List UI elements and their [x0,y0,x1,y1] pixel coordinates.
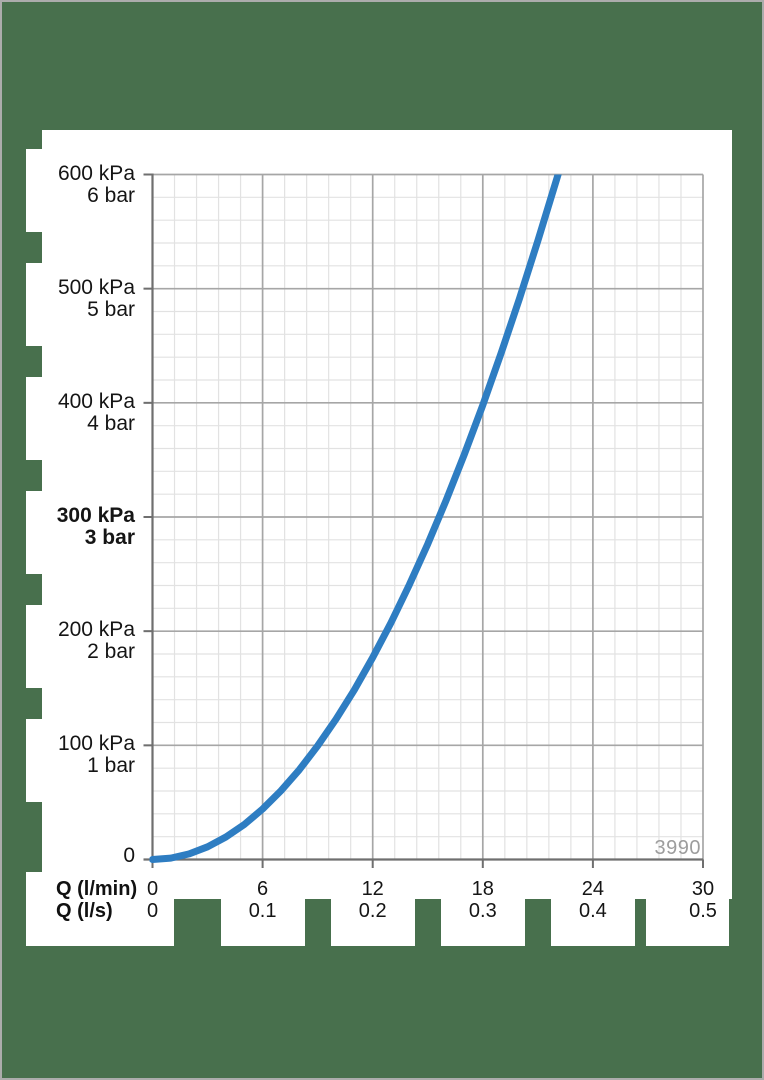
y-tick-label-600kpa: 600 kPa 6 bar [57,161,135,207]
x-unit-label-notch-box [26,872,174,946]
pressure-loss-vs-flow-curve [149,174,562,863]
x-tick-label-ls-0.3: 0.3 [468,900,497,922]
y-tick-label-0kpa: 0 [123,843,135,867]
y-label-notch-box [26,148,66,232]
x-tick-label-lmin-12: 12 [361,878,384,900]
y-tick-label-500kpa: 500 kPa 5 bar [57,275,135,321]
x-tick-label-ls-0: 0 [146,900,159,922]
chart-panel [42,130,732,899]
x-tick-label-lmin-0: 0 [146,878,159,900]
x-tick-label-ls-0.4: 0.4 [578,900,607,922]
x-tick-label-lmin-30: 30 [691,878,715,900]
y-tick-label-400kpa: 400 kPa 4 bar [57,389,135,435]
x-tick-label-ls-0.5: 0.5 [689,900,717,922]
x-label-notch-box [220,899,305,946]
x-tick-label-ls-0.2: 0.2 [358,900,387,922]
x-tick-label-lmin-18: 18 [471,878,494,900]
y-tick-label-300kpa: 300 kPa 3 bar [56,504,135,549]
x-axis-unit-label-ls: Q (l/s) [56,900,113,922]
reference-number-annotation: 3990 [654,837,701,859]
x-label-notch-box [440,899,525,946]
y-label-notch-box [26,491,66,574]
x-tick-label-lmin-6: 6 [257,878,269,900]
y-label-notch-box [26,605,66,689]
x-tick-label-ls-0.1: 0.1 [248,900,277,922]
x-label-notch-box [330,899,415,946]
x-label-notch-box [646,899,729,946]
y-tick-label-200kpa: 200 kPa 2 bar [57,618,135,664]
y-label-notch-box [26,376,66,460]
y-label-notch-box [26,719,66,803]
x-label-notch-box [550,899,635,946]
y-label-notch-box [26,262,66,346]
x-tick-label-lmin-24: 24 [581,878,605,900]
y-tick-label-100kpa: 100 kPa 1 bar [57,732,135,778]
x-axis-unit-label-lmin: Q (l/min) [56,878,138,900]
